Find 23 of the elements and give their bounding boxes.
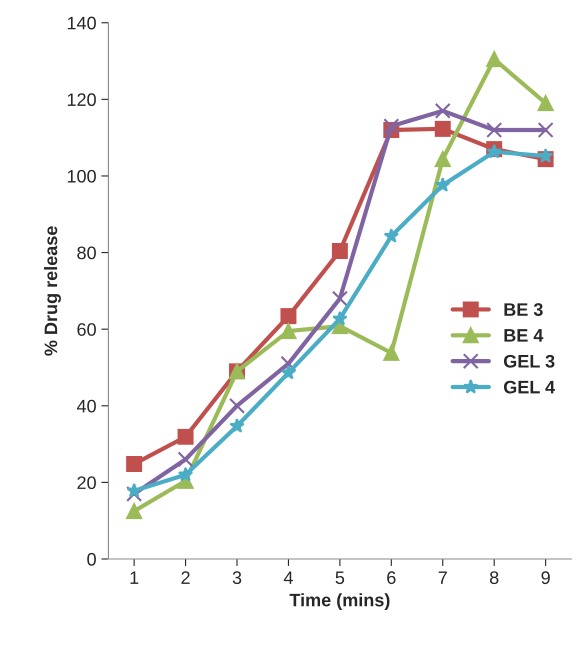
x-tick-label: 9 [541, 571, 550, 584]
y-tick-label: 140 [68, 16, 96, 30]
x-tick-label: 6 [387, 571, 396, 584]
x-tick-label: 8 [490, 571, 498, 584]
y-tick-label: 0 [87, 552, 96, 566]
x-tick-label: 7 [438, 571, 447, 584]
legend-label: GEL 4 [504, 380, 556, 394]
y-tick-label: 20 [77, 476, 96, 490]
legend-label: GEL 3 [504, 354, 554, 368]
x-tick-label: 1 [130, 571, 138, 584]
x-tick-label: 3 [232, 571, 242, 584]
x-tick-label: 4 [284, 571, 293, 584]
x-tick-label: 5 [336, 571, 344, 584]
y-tick-label: 100 [68, 170, 96, 183]
x-tick-label: 2 [181, 571, 190, 584]
y-tick-label: 120 [68, 93, 96, 106]
x-axis-title: Time (mins) [290, 593, 390, 610]
y-tick-label: 60 [77, 323, 96, 336]
legend-label: BE 4 [504, 329, 544, 342]
y-tick-label: 80 [77, 246, 96, 260]
y-axis-title: % Drug release [44, 226, 61, 356]
legend-label: BE 3 [504, 303, 543, 316]
y-tick-label: 40 [76, 400, 96, 413]
